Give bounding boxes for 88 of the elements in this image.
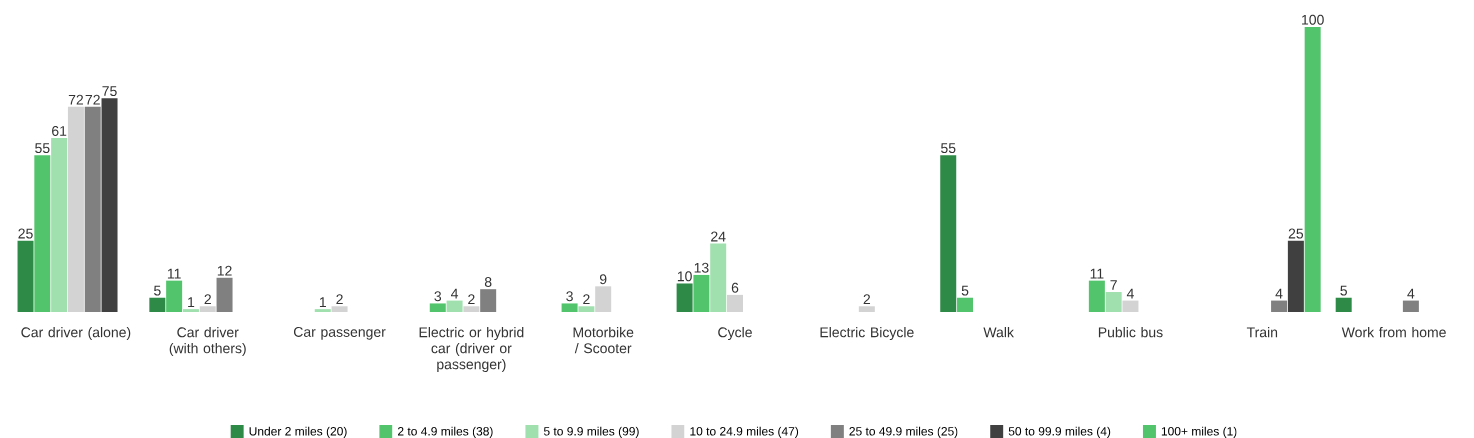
bar xyxy=(595,286,612,312)
bar xyxy=(561,303,578,312)
data-label: 11 xyxy=(1090,268,1104,279)
bar xyxy=(51,138,68,312)
bar xyxy=(216,277,233,312)
bar xyxy=(1335,297,1352,312)
data-label: 9 xyxy=(599,274,607,285)
x-tick-label: Car driver (with others) xyxy=(169,326,246,357)
bar xyxy=(1402,300,1419,312)
legend-label: Under 2 miles (20) xyxy=(249,426,347,438)
data-label: 4 xyxy=(1275,288,1283,299)
bar xyxy=(693,274,710,312)
data-label: 2 xyxy=(863,294,871,305)
data-label: 55 xyxy=(941,143,956,154)
x-tick-label: Cycle xyxy=(718,326,752,341)
data-label: 11 xyxy=(167,268,181,279)
data-label: 3 xyxy=(434,291,442,302)
data-label: 6 xyxy=(731,282,739,293)
data-label: 4 xyxy=(1407,288,1415,299)
data-label: 5 xyxy=(154,285,161,296)
bar xyxy=(84,106,101,312)
x-tick-label: Car driver (alone) xyxy=(21,326,131,341)
data-label: 2 xyxy=(204,294,211,305)
bar xyxy=(429,303,446,312)
bar xyxy=(480,289,497,312)
x-tick-label: Motorbike / Scooter xyxy=(573,326,634,354)
data-label: 4 xyxy=(451,288,459,299)
data-label: 2 xyxy=(336,294,343,305)
bar xyxy=(1122,300,1139,312)
bar xyxy=(858,306,875,312)
bar xyxy=(331,306,348,312)
bar xyxy=(578,306,595,312)
legend-label: 100+ miles (1) xyxy=(1161,426,1237,438)
bar xyxy=(463,306,480,312)
bar xyxy=(940,155,957,312)
bar xyxy=(101,98,118,312)
x-tick-label: Car passenger xyxy=(293,326,386,340)
bar xyxy=(710,243,727,312)
legend-label: 50 to 99.9 miles (4) xyxy=(1008,426,1111,438)
legend-label: 5 to 9.9 miles (99) xyxy=(543,426,639,438)
data-label: 72 xyxy=(85,94,100,105)
data-label: 2 xyxy=(583,294,590,305)
bar xyxy=(1271,300,1288,312)
data-label: 75 xyxy=(102,86,117,97)
bar xyxy=(1105,292,1122,312)
bar xyxy=(199,306,216,312)
bar xyxy=(34,155,51,312)
bar xyxy=(166,280,183,312)
data-label: 25 xyxy=(1288,228,1304,239)
data-label: 55 xyxy=(35,143,50,154)
data-label: 8 xyxy=(484,277,492,287)
legend-label: 2 to 4.9 miles (38) xyxy=(397,426,493,438)
data-label: 72 xyxy=(68,94,84,105)
data-label: 4 xyxy=(1126,288,1134,299)
data-label: 13 xyxy=(694,262,709,273)
bar xyxy=(182,309,199,312)
x-tick-label: Work from home xyxy=(1341,326,1446,338)
data-label: 24 xyxy=(711,231,726,242)
data-label: 12 xyxy=(217,265,232,276)
bar xyxy=(149,297,166,312)
data-label: 1 xyxy=(319,297,326,307)
x-tick-label: Train xyxy=(1246,326,1278,338)
data-label: 2 xyxy=(468,294,475,305)
data-label: 61 xyxy=(52,125,67,136)
bar xyxy=(1088,280,1105,312)
data-label: 100 xyxy=(1302,14,1324,25)
x-tick-label: Public bus xyxy=(1098,326,1163,338)
legend-label: 25 to 49.9 miles (25) xyxy=(849,426,958,438)
bar xyxy=(957,297,974,312)
data-label: 5 xyxy=(1340,285,1347,296)
x-tick-label: Walk xyxy=(983,326,1014,338)
legend-label: 10 to 24.9 miles (47) xyxy=(690,426,799,438)
data-label: 3 xyxy=(566,291,573,302)
data-label: 7 xyxy=(1110,280,1117,290)
x-tick-label: Electric Bicycle xyxy=(820,326,914,341)
x-tick-label: Electric or hybrid car (driver or passenger) xyxy=(419,326,524,373)
data-label: 10 xyxy=(677,271,692,282)
data-label: 25 xyxy=(18,228,33,239)
bar xyxy=(727,294,744,312)
bar xyxy=(314,309,331,312)
bar xyxy=(1304,26,1321,312)
bar xyxy=(1287,240,1304,312)
bar xyxy=(67,106,84,312)
data-label: 5 xyxy=(961,285,969,296)
bar xyxy=(676,283,693,312)
data-label: 1 xyxy=(188,297,195,307)
bar xyxy=(17,240,34,312)
bar xyxy=(446,300,463,312)
